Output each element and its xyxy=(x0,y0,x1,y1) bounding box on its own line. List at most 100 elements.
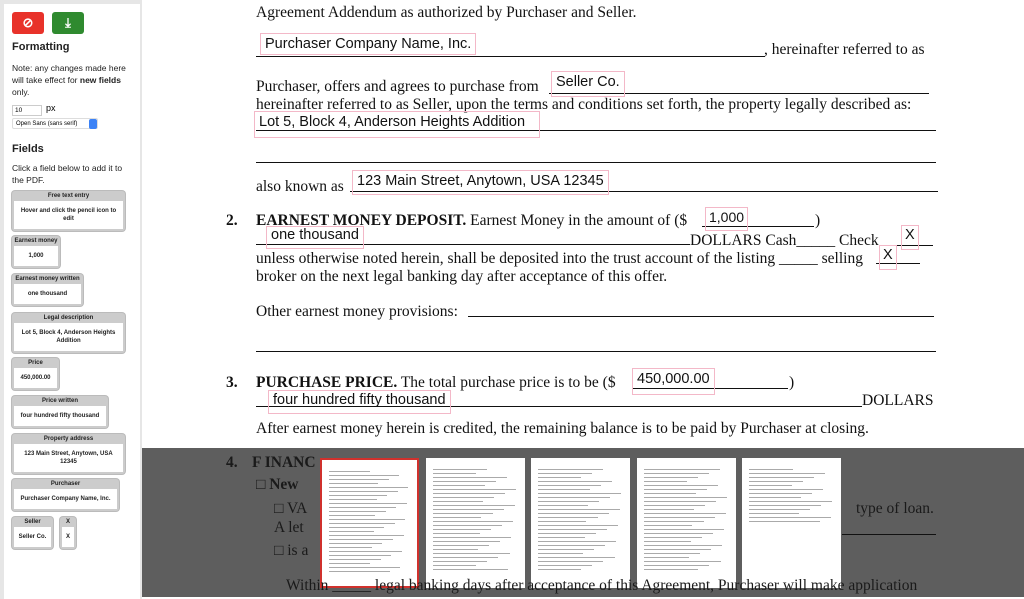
thumbnail-text-line xyxy=(749,469,794,470)
field-card-earnest-money[interactable]: Earnest money 1,000 xyxy=(12,236,60,268)
card-value: four hundred fifty thousand xyxy=(14,406,106,426)
card-title: Purchaser xyxy=(50,481,81,487)
thumbnail-text-line xyxy=(433,529,491,530)
doc-text: Agreement Addendum as authorized by Purc… xyxy=(256,4,637,21)
page-thumbnail[interactable] xyxy=(320,458,419,588)
thumbnail-text-line xyxy=(433,545,490,546)
field-card-price-written[interactable]: Price written four hundred fifty thousand xyxy=(12,396,108,428)
section-number: 3. xyxy=(226,374,238,391)
doc-text: Purchaser, offers and agrees to purchase… xyxy=(256,78,539,95)
field-card-seller[interactable]: Seller Seller Co. xyxy=(12,517,53,549)
doc-text: □ VA xyxy=(274,500,308,517)
placed-field-price-written[interactable]: four hundred fifty thousand xyxy=(268,390,451,414)
thumbnail-text-line xyxy=(433,541,501,542)
card-value: Purchaser Company Name, Inc. xyxy=(14,489,117,509)
field-card-purchaser[interactable]: Purchaser Purchaser Company Name, Inc. xyxy=(12,479,119,511)
blank-line xyxy=(897,245,933,246)
font-family-select[interactable]: Open Sans (sans serif) xyxy=(12,118,98,129)
thumbnail-text-line xyxy=(749,501,833,502)
field-card-price[interactable]: Price 450,000.00 xyxy=(12,358,59,390)
blank-line xyxy=(256,162,936,163)
doc-text: DOLLARS Cash_____ Check xyxy=(690,232,879,249)
blank-line xyxy=(549,93,929,94)
card-title: Free text entry xyxy=(47,193,90,199)
page-thumbnail[interactable] xyxy=(637,458,736,588)
card-title: Earnest money xyxy=(14,238,58,244)
select-arrows-icon xyxy=(89,119,97,129)
page-thumbnail[interactable] xyxy=(531,458,630,588)
thumbnail-text-line xyxy=(329,551,402,552)
placed-field-purchaser[interactable]: Purchaser Company Name, Inc. xyxy=(260,33,477,55)
thumbnail-text-line xyxy=(538,569,582,570)
thumbnail-text-line xyxy=(433,517,482,518)
thumbnail-text-line xyxy=(538,509,620,510)
field-card-legal-description[interactable]: Legal description Lot 5, Block 4, Anderso… xyxy=(12,313,125,353)
thumbnail-text-line xyxy=(433,481,496,482)
thumbnail-text-line xyxy=(329,539,393,540)
doc-text: After earnest money herein is credited, … xyxy=(256,420,869,437)
card-value: Lot 5, Block 4, Anderson Heights Additio… xyxy=(14,323,123,351)
placed-field-check-x[interactable]: X xyxy=(901,225,919,250)
thumbnail-text-line xyxy=(644,541,691,542)
thumbnail-text-line xyxy=(538,489,590,490)
blank-line xyxy=(876,263,920,264)
thumbnail-text-line xyxy=(644,561,721,562)
thumbnail-text-line xyxy=(538,493,622,494)
thumbnail-text-line xyxy=(538,485,601,486)
thumbnail-text-line xyxy=(644,489,707,490)
doc-text: DOLLARS xyxy=(862,392,934,409)
placed-field-earnest-written[interactable]: one thousand xyxy=(266,226,364,249)
placed-field-address[interactable]: 123 Main Street, Anytown, USA 12345 xyxy=(352,170,609,195)
thumbnail-text-line xyxy=(433,501,484,502)
placed-field-selling-x[interactable]: X xyxy=(879,245,897,270)
card-value: Hover and click the pencil icon to edit xyxy=(14,201,123,229)
thumbnail-text-line xyxy=(329,507,397,508)
card-title: Price written xyxy=(41,398,78,404)
font-unit-label: px xyxy=(46,103,56,113)
blank-line xyxy=(256,244,690,245)
thumbnail-text-line xyxy=(644,497,728,498)
page-thumbnail[interactable] xyxy=(426,458,525,588)
placed-field-legal-description[interactable]: Lot 5, Block 4, Anderson Heights Additio… xyxy=(254,111,540,138)
field-card-earnest-money-written[interactable]: Earnest money written one thousand xyxy=(12,274,83,306)
card-title: Seller xyxy=(24,519,41,525)
thumbnail-text-line xyxy=(644,545,723,546)
placed-field-earnest-money[interactable]: 1,000 xyxy=(705,207,749,231)
thumbnail-text-line xyxy=(538,513,609,514)
field-card-free-text[interactable]: Free text entry Hover and click the penci… xyxy=(12,191,125,231)
thumbnail-text-line xyxy=(329,503,407,504)
thumbnail-text-line xyxy=(329,547,372,548)
field-card-property-address[interactable]: Property address 123 Main Street, Anytown… xyxy=(12,434,125,474)
placed-field-price[interactable]: 450,000.00 xyxy=(632,368,715,395)
blank-line xyxy=(256,56,765,57)
doc-text: type of loan. xyxy=(856,500,934,517)
font-family-value: Open Sans (sans serif) xyxy=(16,121,78,127)
prohibit-icon: ⊘ xyxy=(22,15,34,30)
blank-line xyxy=(256,406,862,407)
thumbnail-text-line xyxy=(329,527,385,528)
thumbnail-text-line xyxy=(644,501,717,502)
thumbnail-text-line xyxy=(329,563,371,564)
doc-text: ) xyxy=(815,212,821,229)
thumbnail-text-line xyxy=(433,513,493,514)
card-title: Property address xyxy=(43,436,94,442)
download-button[interactable]: ⤓ xyxy=(52,12,84,34)
blank-line xyxy=(256,130,936,131)
placed-field-seller[interactable]: Seller Co. xyxy=(551,71,625,97)
font-size-input[interactable]: 10 xyxy=(12,105,42,116)
cancel-button[interactable]: ⊘ xyxy=(12,12,44,34)
thumbnail-text-line xyxy=(433,473,476,474)
thumbnail-text-line xyxy=(538,545,606,546)
thumbnail-text-line xyxy=(538,477,581,478)
blank-line xyxy=(702,226,814,227)
pdf-document[interactable]: Agreement Addendum as authorized by Purc… xyxy=(142,0,1024,599)
thumbnail-text-line xyxy=(433,485,485,486)
thumbnail-text-line xyxy=(433,489,517,490)
formatting-heading: Formatting xyxy=(12,41,70,53)
page-thumbnail[interactable] xyxy=(742,458,841,588)
thumbnail-text-line xyxy=(329,475,400,476)
thumbnail-text-line xyxy=(329,567,401,568)
thumbnail-text-line xyxy=(749,473,825,474)
thumbnail-text-line xyxy=(433,533,480,534)
